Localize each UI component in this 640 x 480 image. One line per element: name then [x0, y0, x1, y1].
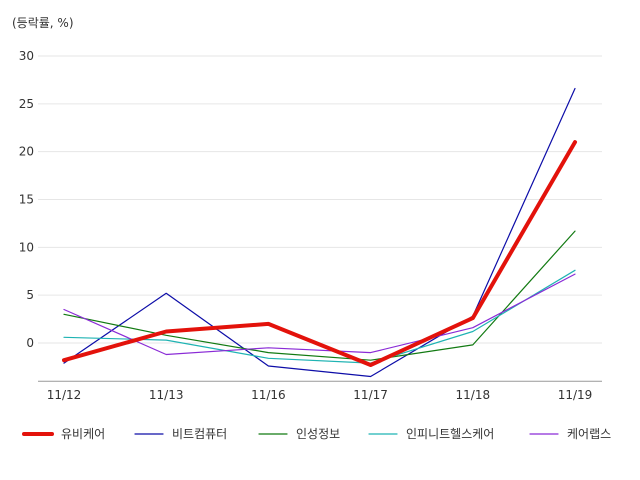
y-unit-label: (등락률, %) — [12, 16, 74, 30]
y-tick-label: 15 — [19, 193, 34, 207]
x-tick-label: 11/16 — [251, 388, 286, 402]
series-lines — [62, 87, 577, 378]
x-tick-label: 11/19 — [558, 388, 593, 402]
y-tick-label: 20 — [19, 145, 34, 159]
legend-label: 비트컴퓨터 — [172, 427, 227, 441]
x-tick-label: 11/13 — [149, 388, 184, 402]
y-tick-label: 5 — [26, 288, 34, 302]
series-line-5 — [63, 273, 576, 356]
y-tick-label: 25 — [19, 97, 34, 111]
x-tick-label: 11/12 — [47, 388, 82, 402]
legend-label: 인피니트헬스케어 — [406, 427, 494, 441]
legend: 유비케어 비트컴퓨터 인성정보 인피니트헬스케어 케어랩스 — [22, 427, 611, 441]
series-line-2 — [63, 87, 576, 378]
x-axis-ticks: 11/12 11/13 11/16 11/17 11/18 11/19 — [47, 388, 593, 402]
series-line-4 — [63, 269, 576, 364]
series-line-1 — [62, 140, 577, 367]
legend-label: 유비케어 — [61, 427, 105, 441]
legend-label: 케어랩스 — [567, 427, 611, 441]
y-axis-ticks: 0 5 10 15 20 25 30 — [19, 49, 34, 350]
y-tick-label: 30 — [19, 49, 34, 63]
y-tick-label: 0 — [26, 336, 34, 350]
x-tick-label: 11/17 — [353, 388, 388, 402]
grid — [38, 55, 602, 344]
series-line-3 — [63, 230, 576, 361]
y-tick-label: 10 — [19, 240, 34, 254]
legend-label: 인성정보 — [296, 427, 340, 441]
x-tick-label: 11/18 — [456, 388, 491, 402]
